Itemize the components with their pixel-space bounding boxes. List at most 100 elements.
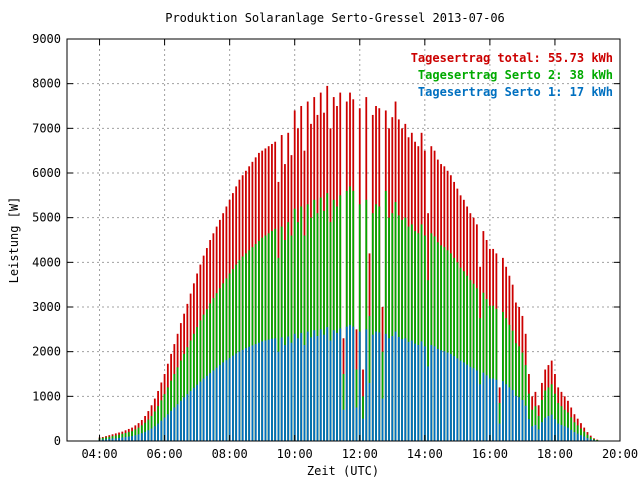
bar-serto2 bbox=[290, 235, 293, 441]
bar-serto1 bbox=[218, 365, 221, 441]
bar-serto1 bbox=[192, 387, 195, 441]
bar-serto2 bbox=[316, 213, 319, 441]
plot-frame bbox=[66, 38, 621, 442]
bar-serto2 bbox=[362, 396, 364, 441]
bar-serto2 bbox=[274, 228, 277, 441]
bar-serto1 bbox=[456, 358, 459, 441]
bar-serto2 bbox=[554, 393, 556, 441]
bar-serto1 bbox=[170, 410, 172, 441]
bar-serto1 bbox=[384, 333, 387, 441]
bar-serto2 bbox=[420, 224, 423, 441]
bar-serto1 bbox=[453, 356, 455, 441]
bar-serto1 bbox=[336, 332, 338, 441]
bar-serto1 bbox=[554, 419, 556, 441]
bar-serto1 bbox=[329, 340, 332, 441]
bar-serto2 bbox=[218, 288, 221, 441]
bar-serto1 bbox=[222, 362, 225, 441]
bar-serto1 bbox=[280, 337, 283, 441]
bar-serto2 bbox=[381, 351, 384, 441]
bar-serto2 bbox=[544, 390, 547, 441]
y-tick-label: 4000 bbox=[32, 255, 61, 269]
bar-serto2 bbox=[342, 374, 345, 441]
bar-serto2 bbox=[466, 275, 469, 441]
bar-serto2 bbox=[446, 250, 449, 441]
bar-serto1 bbox=[388, 338, 390, 441]
bar-serto2 bbox=[459, 267, 462, 441]
bar-serto2 bbox=[547, 387, 550, 441]
bar-serto1 bbox=[420, 341, 423, 441]
bar-serto2 bbox=[492, 305, 495, 441]
bar-serto2 bbox=[264, 235, 267, 441]
bar-serto2 bbox=[209, 303, 212, 441]
bar-serto2 bbox=[124, 432, 127, 441]
bar-serto1 bbox=[277, 351, 280, 441]
bar-serto1 bbox=[157, 423, 159, 441]
bar-serto2 bbox=[423, 235, 426, 441]
bar-serto1 bbox=[196, 384, 199, 441]
bar-serto1 bbox=[306, 331, 309, 441]
bar-serto2 bbox=[391, 213, 394, 441]
bar-serto2 bbox=[303, 235, 306, 441]
bar-serto2 bbox=[261, 237, 264, 441]
bar-serto1 bbox=[225, 360, 228, 441]
bar-serto2 bbox=[121, 433, 124, 441]
bar-serto2 bbox=[436, 242, 439, 441]
bar-serto1 bbox=[232, 355, 234, 441]
bar-serto1 bbox=[297, 338, 299, 441]
x-tick-label: 06:00 bbox=[147, 447, 183, 461]
y-tick-label: 1000 bbox=[32, 389, 61, 403]
bar-serto2 bbox=[160, 400, 163, 441]
bar-serto2 bbox=[313, 199, 316, 441]
bar-serto2 bbox=[232, 269, 234, 441]
bar-serto1 bbox=[179, 400, 182, 441]
bar-serto2 bbox=[508, 324, 511, 441]
bar-serto2 bbox=[336, 206, 338, 441]
bar-serto1 bbox=[345, 326, 348, 441]
bar-serto1 bbox=[189, 390, 192, 441]
bar-serto2 bbox=[593, 439, 595, 441]
bar-serto1 bbox=[127, 436, 130, 441]
x-tick-label: 20:00 bbox=[602, 447, 638, 461]
bar-serto2 bbox=[332, 199, 335, 441]
bar-serto2 bbox=[326, 193, 329, 441]
bar-serto1 bbox=[518, 397, 521, 441]
bar-serto2 bbox=[537, 415, 540, 441]
bar-serto2 bbox=[323, 210, 325, 441]
bar-serto1 bbox=[414, 343, 416, 441]
bar-serto2 bbox=[189, 340, 192, 441]
bar-serto1 bbox=[537, 429, 540, 441]
x-tick-label: 10:00 bbox=[277, 447, 313, 461]
bar-serto2 bbox=[580, 428, 582, 441]
bar-serto2 bbox=[443, 247, 446, 441]
bar-serto2 bbox=[238, 260, 241, 441]
bar-serto1 bbox=[482, 372, 485, 441]
bar-serto2 bbox=[531, 409, 534, 441]
bar-serto1 bbox=[284, 344, 286, 441]
bar-serto2 bbox=[368, 315, 371, 441]
bar-serto2 bbox=[205, 309, 208, 441]
bar-serto2 bbox=[427, 280, 429, 441]
bar-serto1 bbox=[446, 352, 449, 441]
bar-serto2 bbox=[215, 293, 218, 441]
bar-serto2 bbox=[358, 204, 361, 441]
bar-serto1 bbox=[417, 344, 420, 441]
bar-serto1 bbox=[391, 336, 394, 441]
bar-serto1 bbox=[290, 342, 293, 441]
bar-serto1 bbox=[573, 432, 576, 441]
bar-serto1 bbox=[586, 438, 589, 441]
bar-serto2 bbox=[114, 435, 117, 441]
bar-serto1 bbox=[241, 349, 244, 441]
bar-serto2 bbox=[541, 399, 543, 441]
bar-serto2 bbox=[196, 327, 199, 441]
bar-serto1 bbox=[173, 407, 176, 441]
bar-serto1 bbox=[436, 348, 439, 441]
bar-serto2 bbox=[410, 224, 413, 441]
bar-serto2 bbox=[495, 308, 498, 441]
bar-serto2 bbox=[414, 231, 416, 441]
bar-serto1 bbox=[267, 339, 270, 441]
bar-serto1 bbox=[186, 394, 189, 441]
x-tick-label: 12:00 bbox=[342, 447, 378, 461]
bar-serto1 bbox=[440, 350, 442, 441]
bar-serto1 bbox=[570, 429, 573, 441]
bar-serto1 bbox=[459, 360, 462, 441]
